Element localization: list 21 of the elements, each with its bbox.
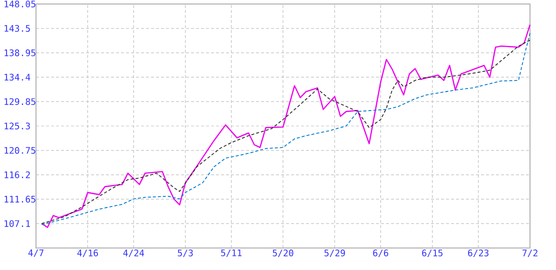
y-tick-label: 125.3 (4, 122, 30, 130)
y-tick-label: 148.05 (4, 0, 36, 8)
x-tick-label: 7/2 (522, 250, 538, 258)
x-tick-label: 5/29 (324, 250, 345, 258)
y-tick-label: 116.2 (4, 171, 30, 178)
y-tick-label: 120.75 (4, 146, 36, 154)
x-tick-label: 4/16 (77, 250, 98, 258)
x-tick-label: 6/15 (422, 250, 442, 258)
x-tick-label: 4/7 (28, 250, 44, 257)
x-tick-label: 5/3 (178, 250, 193, 258)
x-tick-label: 6/23 (468, 250, 488, 258)
y-tick-label: 134.4 (4, 74, 30, 81)
x-tick-label: 5/20 (272, 250, 294, 258)
y-tick-label: 143.5 (4, 24, 30, 32)
y-tick-label: 107.1 (4, 220, 30, 227)
x-tick-label: 6/6 (373, 250, 388, 258)
x-tick-label: 5/11 (221, 250, 242, 257)
y-tick-label: 111.65 (4, 196, 36, 203)
y-tick-label: 138.95 (4, 49, 36, 56)
y-tick-label: 129.85 (4, 98, 36, 105)
x-tick-label: 4/24 (123, 250, 144, 258)
